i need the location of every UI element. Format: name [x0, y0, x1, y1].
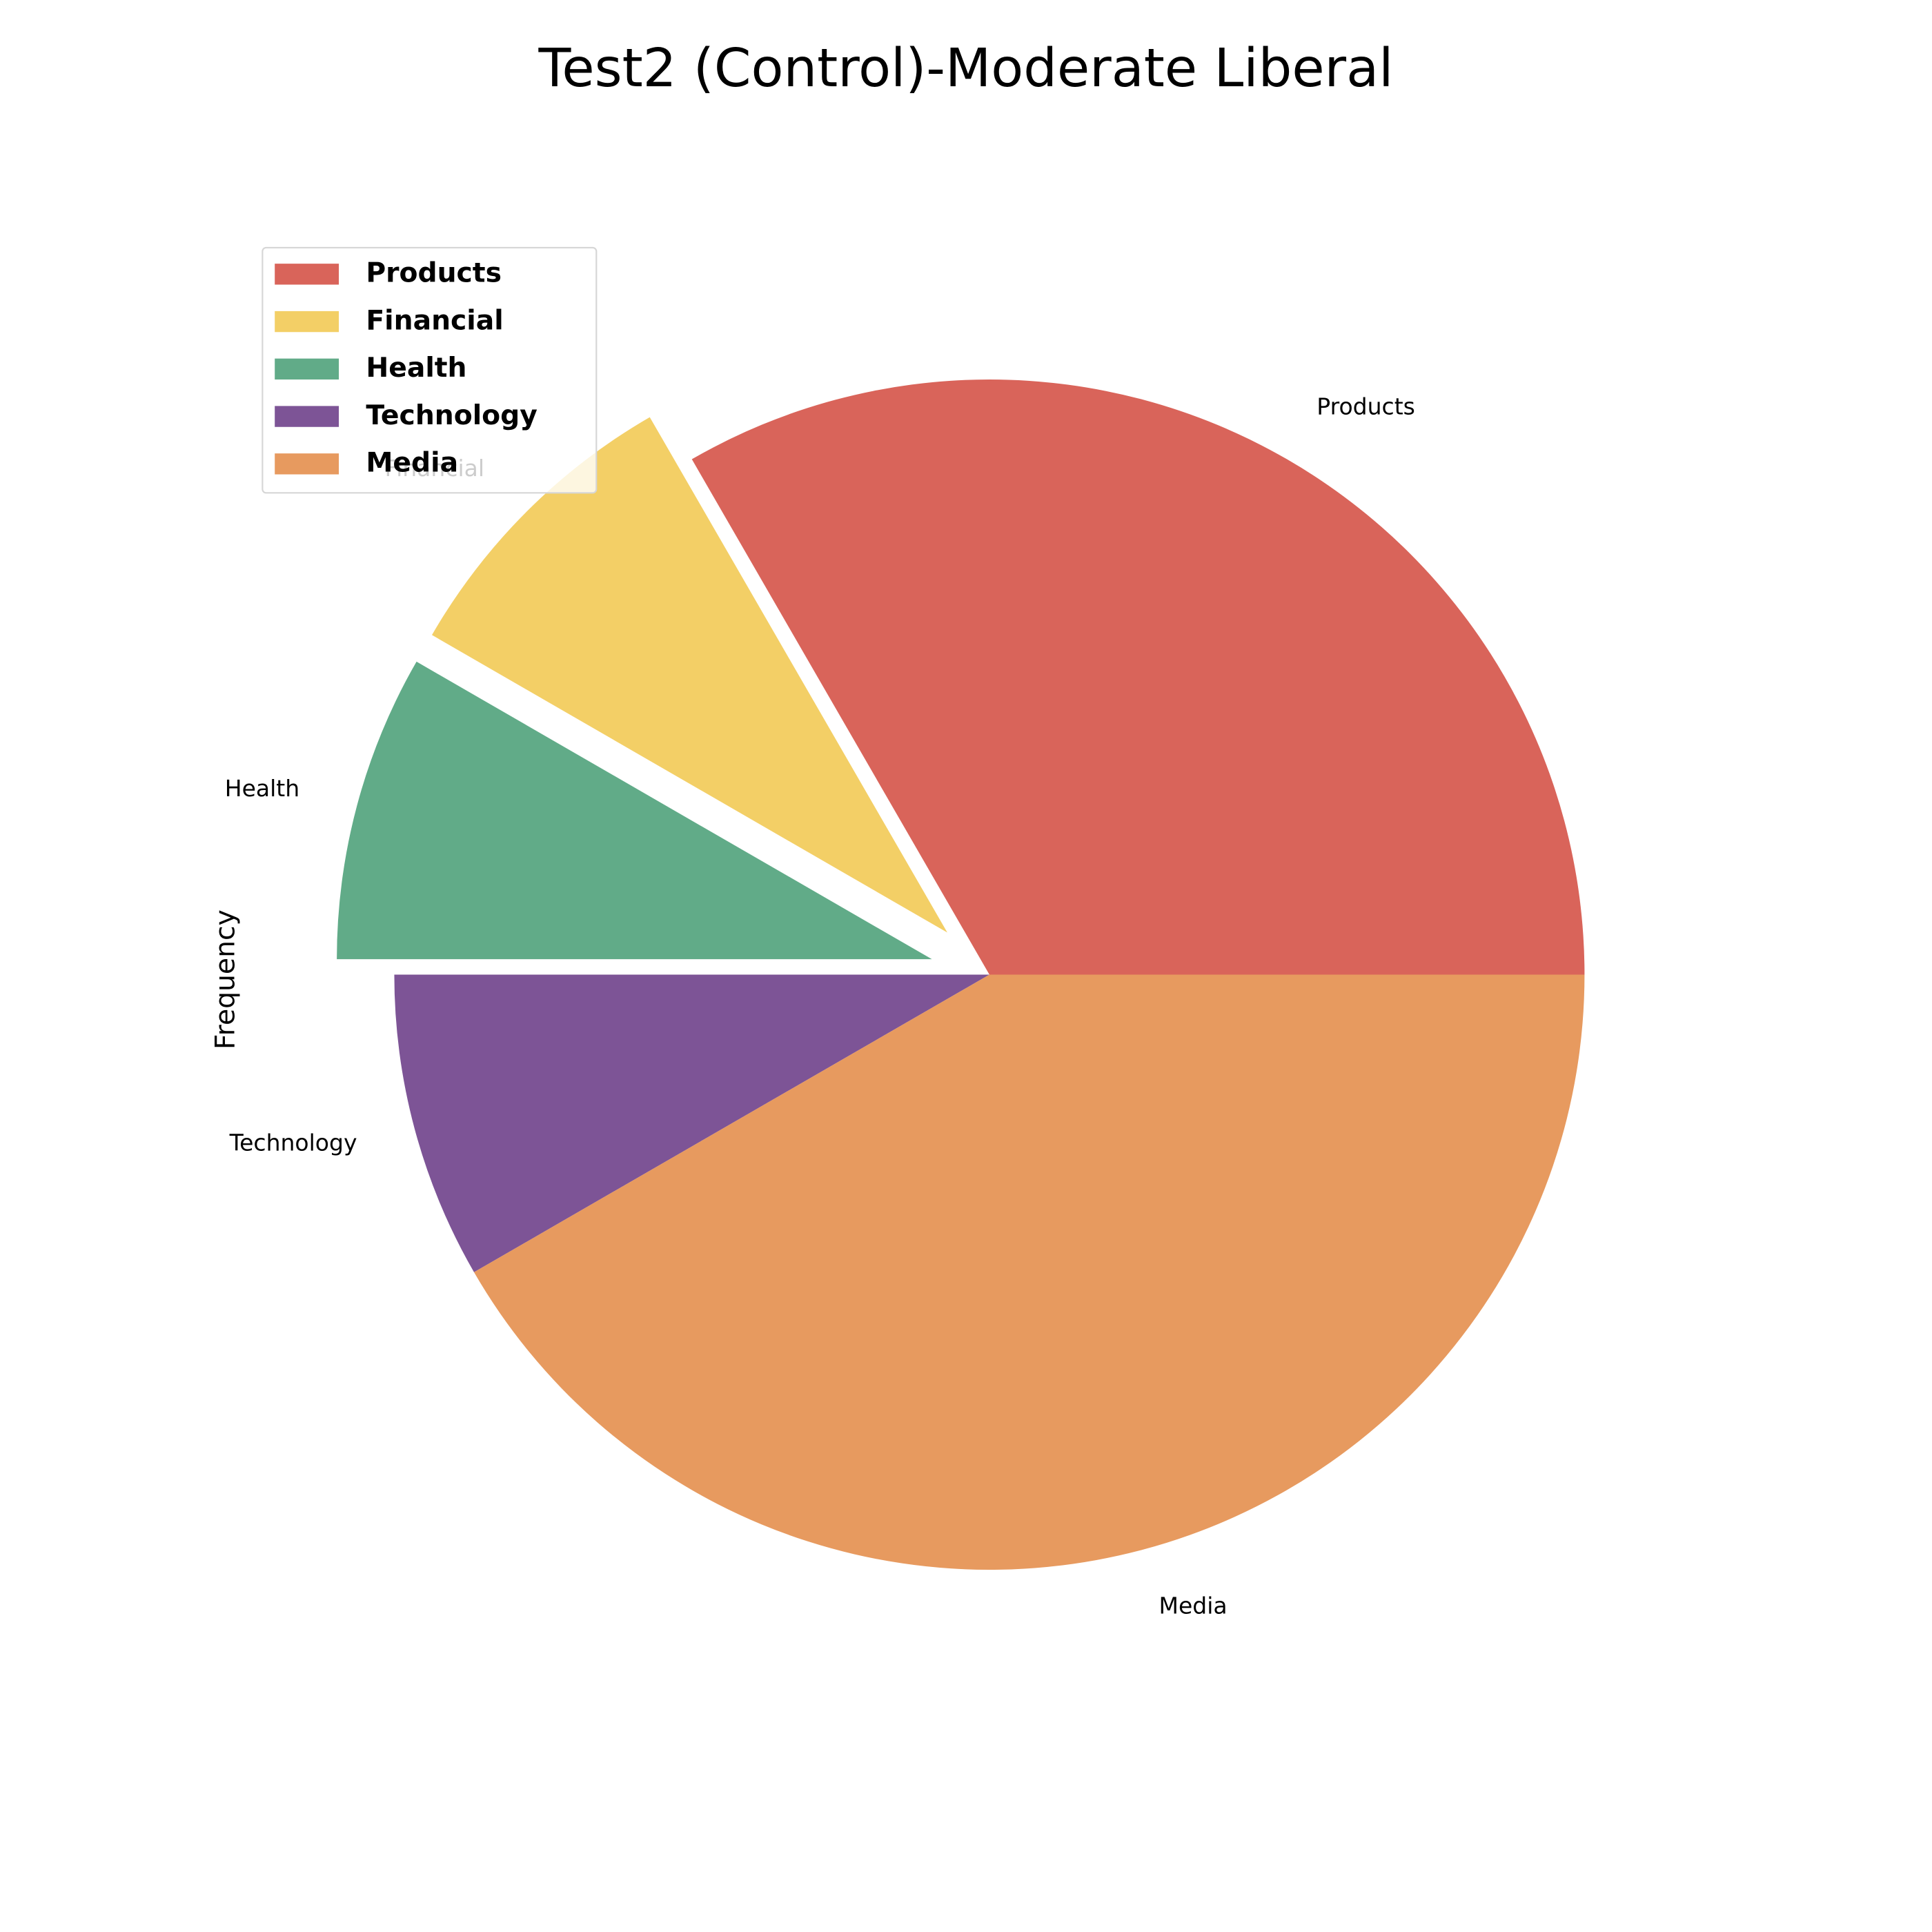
legend-swatch-media: [275, 453, 339, 475]
pie-slice-financial: [431, 417, 947, 933]
pie-slice-technology: [394, 974, 989, 1272]
legend-swatch-technology: [275, 406, 339, 427]
legend-label-media: Media: [366, 448, 458, 479]
legend-swatch-products: [275, 264, 339, 285]
slice-label-media: Media: [1159, 1592, 1227, 1619]
pie-slices: [337, 379, 1585, 1570]
chart-title: Test2 (Control)-Moderate Liberal: [538, 38, 1394, 99]
chart-legend: Products Financial Health Technology Media: [262, 246, 598, 494]
legend-frame: [262, 246, 598, 494]
slice-label-products: Products: [1317, 393, 1415, 420]
slice-label-health: Health: [225, 775, 299, 802]
slice-label-technology: Technology: [229, 1130, 357, 1156]
legend-label-financial: Financial: [366, 305, 503, 336]
pie-slice-health: [337, 661, 932, 960]
legend-label-technology: Technology: [366, 400, 538, 431]
pie-slice-products: [691, 379, 1585, 975]
legend-swatch-health: [275, 358, 339, 379]
y-axis-label: Frequency: [210, 909, 241, 1049]
legend-label-products: Products: [366, 258, 502, 289]
legend-swatch-financial: [275, 310, 339, 333]
legend-label-health: Health: [366, 353, 466, 384]
pie-slice-media: [473, 974, 1585, 1570]
